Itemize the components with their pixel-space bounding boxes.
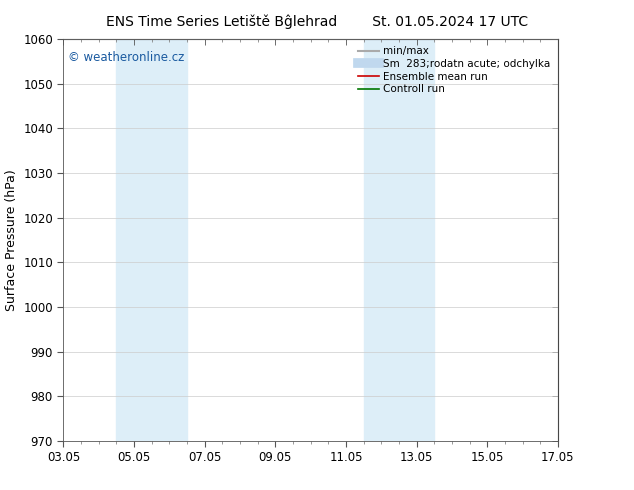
Text: ENS Time Series Letiště Bĝlehrad        St. 01.05.2024 17 UTC: ENS Time Series Letiště Bĝlehrad St. 01.… [106,15,528,29]
Bar [117,39,187,441]
Legend: min/max, Sm  283;rodatn acute; odchylka, Ensemble mean run, Controll run: min/max, Sm 283;rodatn acute; odchylka, … [356,45,553,97]
Y-axis label: Surface Pressure (hPa): Surface Pressure (hPa) [4,169,18,311]
Text: © weatheronline.cz: © weatheronline.cz [68,51,184,64]
Bar [364,39,434,441]
